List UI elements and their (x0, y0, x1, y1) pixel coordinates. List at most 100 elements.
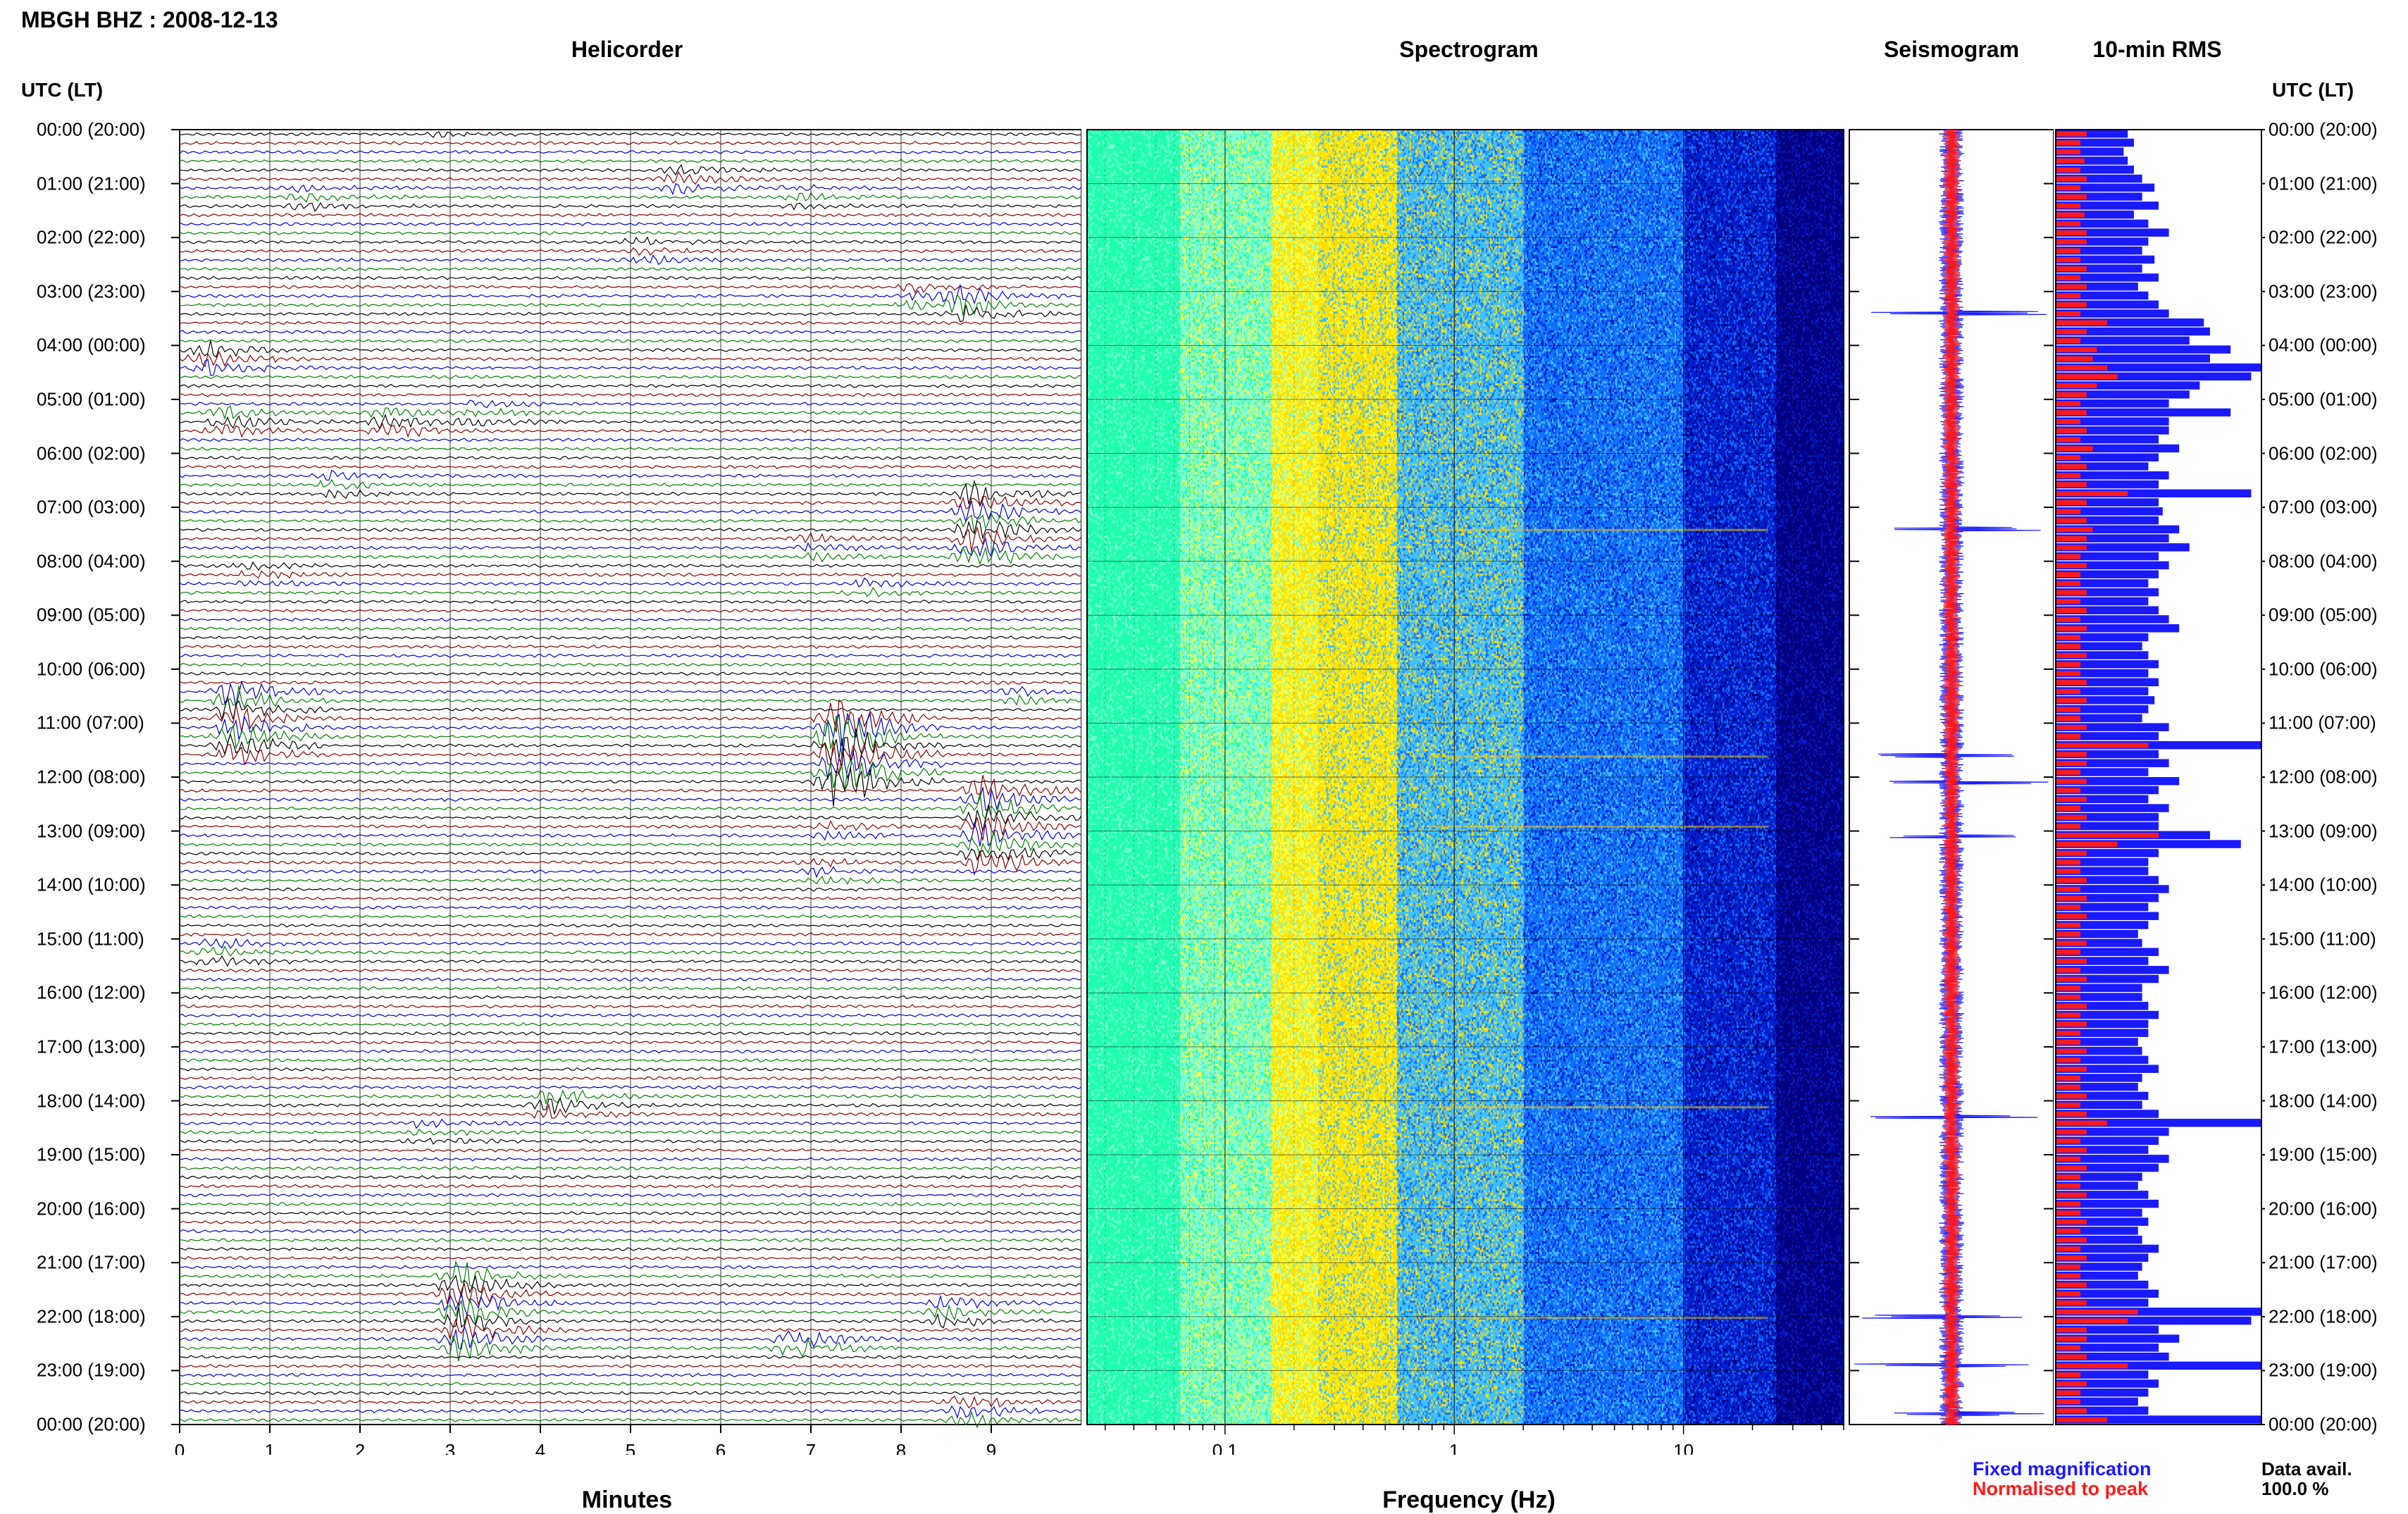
time-tick-label-left: 10:00 (06:00) (37, 658, 146, 680)
rms-bar-normalised (2056, 1156, 2081, 1162)
rms-bar-fixed (2056, 768, 2149, 776)
rms-bar-fixed (2056, 588, 2159, 597)
rms-bar-fixed (2056, 867, 2149, 876)
time-tick-label-left: 00:00 (20:00) (37, 1413, 146, 1435)
rms-bar-normalised (2056, 635, 2081, 640)
time-tick-label-right: 04:00 (00:00) (2269, 334, 2378, 356)
seismogram-fixed-trace (1854, 129, 2049, 1425)
rms-bar-fixed (2056, 408, 2231, 417)
rms-bar-fixed (2056, 300, 2159, 309)
rms-bar-fixed (2056, 1110, 2159, 1118)
time-tick-label-left: 07:00 (03:00) (37, 496, 146, 518)
rms-bar-fixed (2056, 318, 2204, 327)
rms-bar-fixed (2056, 552, 2159, 561)
rms-bar-normalised (2056, 716, 2081, 721)
rms-bar-normalised (2056, 248, 2081, 254)
time-tick-label-right: 00:00 (20:00) (2269, 118, 2378, 140)
rms-bar-fixed (2056, 696, 2155, 705)
rms-bar-normalised (2056, 275, 2081, 280)
rms-bar-normalised (2056, 482, 2087, 488)
rms-bar-fixed (2056, 435, 2159, 444)
utc-label-right: UTC (LT) (2272, 79, 2354, 101)
rms-bar-normalised (2056, 652, 2087, 658)
time-tick-label-right: 20:00 (16:00) (2269, 1198, 2378, 1220)
time-tick-label-left: 17:00 (13:00) (37, 1036, 146, 1057)
time-tick-label-left: 06:00 (02:00) (37, 442, 146, 464)
rms-bar-normalised (2056, 1201, 2081, 1207)
time-tick-label-right: 12:00 (08:00) (2269, 766, 2378, 788)
rms-bar-fixed (2056, 561, 2169, 570)
rms-bar-fixed (2056, 1361, 2261, 1370)
time-tick-label-left: 08:00 (04:00) (37, 550, 146, 572)
rms-bar-fixed (2056, 426, 2169, 435)
rms-bar-fixed (2056, 1379, 2159, 1388)
rms-bar-normalised (2056, 329, 2087, 335)
rms-bar-normalised (2056, 1057, 2081, 1063)
rms-bar-fixed (2056, 1370, 2149, 1379)
rms-bar-fixed (2056, 1334, 2180, 1343)
rms-bar-normalised (2056, 491, 2128, 497)
rms-bar-normalised (2056, 392, 2087, 397)
rms-bar-fixed (2056, 1172, 2142, 1181)
rms-bar-fixed (2056, 1298, 2149, 1307)
rms-bar-normalised (2056, 1066, 2087, 1072)
rms-bar-fixed (2056, 957, 2149, 965)
time-tick-label-left: 13:00 (09:00) (37, 820, 146, 842)
rms-bar-normalised (2056, 571, 2081, 578)
rms-bar-fixed (2056, 1280, 2149, 1289)
rms-bar-fixed (2056, 857, 2149, 867)
time-tick-label-left: 16:00 (12:00) (37, 981, 146, 1003)
rms-bar-normalised (2056, 1111, 2087, 1117)
rms-bar-fixed (2056, 417, 2169, 426)
rms-bar-normalised (2056, 1327, 2087, 1333)
helicorder-plot: 0 1 2 3 4 5 6 7 8 9 (171, 129, 1081, 1455)
rms-bar-normalised (2056, 1084, 2081, 1090)
rms-bar-normalised (2056, 994, 2081, 1000)
rms-bar-fixed (2056, 642, 2142, 651)
rms-bar-normalised (2056, 850, 2087, 856)
rms-bar-normalised (2056, 1039, 2081, 1045)
rms-bar-fixed (2056, 723, 2169, 731)
rms-bar-fixed (2056, 740, 2261, 750)
rms-bar-fixed (2056, 821, 2159, 831)
rms-bar-fixed (2056, 1119, 2261, 1127)
rms-bar-fixed (2056, 660, 2159, 669)
rms-bar-fixed (2056, 974, 2159, 984)
seismogram-normalised-trace (1942, 129, 1961, 1425)
rms-bar-normalised (2056, 1075, 2081, 1081)
rms-bar-fixed (2056, 606, 2159, 614)
rms-bar-fixed (2056, 237, 2149, 246)
rms-bar-normalised (2056, 1022, 2087, 1027)
rms-bar-fixed (2056, 1406, 2149, 1415)
rms-bar-normalised (2056, 437, 2081, 442)
rms-bar-fixed (2056, 489, 2252, 498)
rms-bar-fixed (2056, 273, 2159, 282)
rms-bar-normalised (2056, 1255, 2087, 1261)
rms-bar-fixed (2056, 1316, 2252, 1325)
rms-bar-normalised (2056, 1354, 2087, 1360)
rms-bar-fixed (2056, 1325, 2159, 1334)
rms-plot (2055, 129, 2265, 1425)
rms-bar-normalised (2056, 194, 2087, 199)
rms-bar-fixed (2056, 804, 2169, 812)
time-tick-label-left: 02:00 (22:00) (37, 226, 146, 248)
time-tick-label-left: 21:00 (17:00) (37, 1251, 146, 1273)
rms-bar-normalised (2056, 743, 2149, 748)
rms-bar-fixed (2056, 354, 2210, 363)
rms-bar-normalised (2056, 931, 2081, 937)
spectrogram-xtick-label: 10 (1673, 1440, 1694, 1455)
rms-bar-fixed (2056, 480, 2159, 489)
data-availability-value: 100.0 % (2261, 1478, 2329, 1499)
helicorder-xtick-label: 5 (626, 1440, 635, 1455)
time-tick-label-left: 11:00 (07:00) (37, 712, 144, 733)
rms-bar-normalised (2056, 814, 2087, 820)
rms-bar-normalised (2056, 797, 2087, 802)
rms-bar-normalised (2056, 356, 2093, 361)
rms-bar-normalised (2056, 212, 2085, 218)
rms-bar-fixed (2056, 166, 2134, 174)
rms-bar-normalised (2056, 805, 2081, 811)
rms-bar-fixed (2056, 705, 2149, 714)
rms-bar-normalised (2056, 140, 2081, 146)
rms-bar-normalised (2056, 1390, 2081, 1396)
time-tick-label-left: 00:00 (20:00) (37, 118, 146, 140)
